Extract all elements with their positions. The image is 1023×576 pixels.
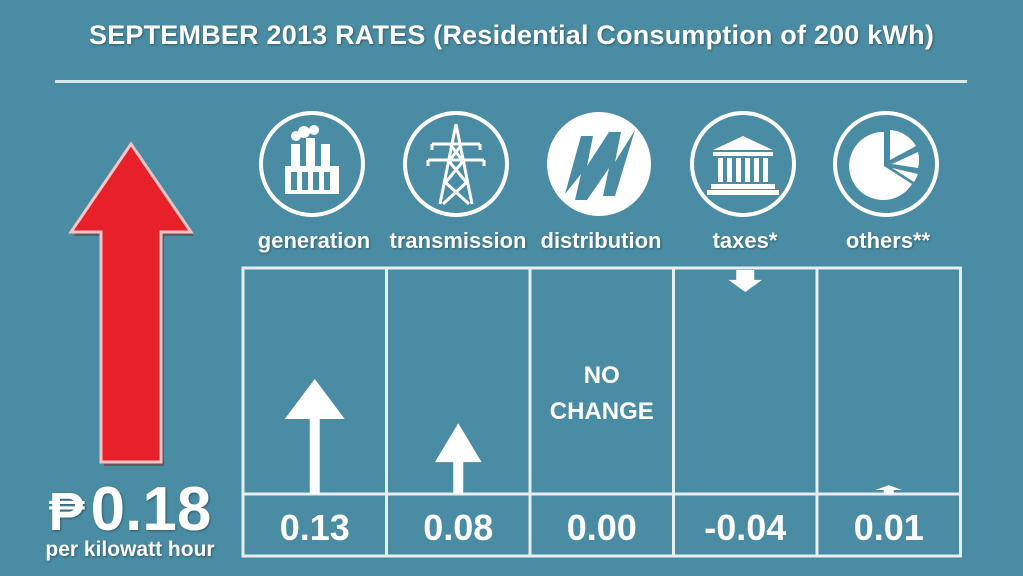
total-rate-change: ₱0.18	[40, 474, 220, 545]
label-generation: generation	[257, 228, 371, 253]
factory-icon	[259, 111, 365, 217]
change-arrow-others	[875, 485, 903, 494]
total-rate-value: 0.18	[90, 475, 212, 544]
value-label-others: 0.01	[854, 507, 924, 548]
chart-grid-frame	[241, 266, 962, 558]
total-rate-unit: per kilowatt hour	[45, 538, 215, 561]
value-label-transmission: 0.08	[423, 507, 493, 548]
value-label-distribution: 0.00	[567, 507, 637, 548]
big-red-up-arrow-icon	[68, 141, 194, 466]
no-change-label: NO	[584, 362, 620, 389]
value-label-generation: 0.13	[280, 507, 350, 548]
change-arrow-transmission	[434, 423, 482, 494]
no-change-label: CHANGE	[550, 398, 654, 425]
label-others: others**	[845, 228, 931, 253]
label-distribution: distribution	[540, 228, 662, 253]
transmission-tower-icon	[403, 111, 509, 217]
government-building-icon	[690, 111, 796, 217]
title-divider	[55, 80, 967, 83]
change-arrow-generation	[284, 379, 345, 494]
peso-sign: ₱	[48, 482, 85, 542]
page-title: SEPTEMBER 2013 RATES (Residential Consum…	[88, 20, 935, 50]
label-taxes: taxes*	[712, 228, 778, 253]
change-arrow-taxes	[728, 270, 763, 292]
pie-chart-icon	[833, 111, 939, 217]
label-transmission: transmission	[389, 228, 527, 253]
meralco-logo-icon	[547, 112, 651, 216]
value-label-taxes: -0.04	[704, 507, 786, 548]
